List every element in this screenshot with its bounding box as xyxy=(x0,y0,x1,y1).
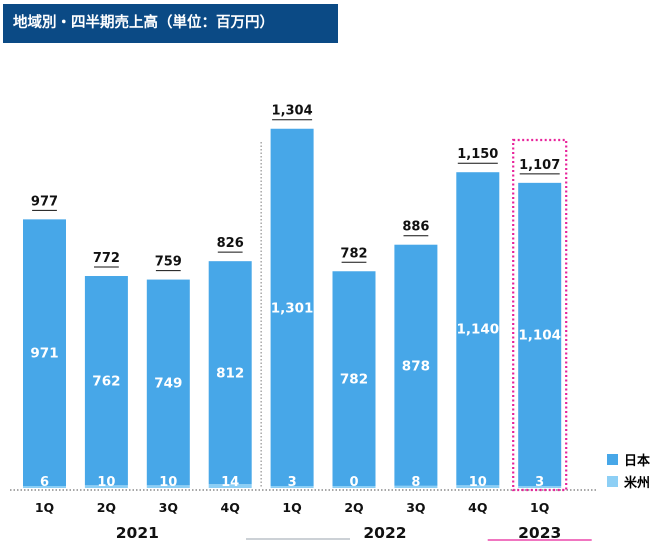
label-us-6: 0 xyxy=(349,475,358,490)
label-japan-5: 1,301 xyxy=(271,300,314,316)
legend-item-us: 米州 xyxy=(607,470,650,492)
bar-us-4 xyxy=(208,484,252,488)
label-japan-2: 762 xyxy=(92,374,120,390)
tick-label-9: 1Q xyxy=(530,500,549,515)
label-us-9: 3 xyxy=(535,475,544,490)
bar-japan-8 xyxy=(456,172,500,486)
bar-japan-3 xyxy=(146,279,190,486)
year-label-2022: 2022 xyxy=(363,524,406,541)
label-total-7: 886 xyxy=(402,220,429,235)
legend-swatch-japan xyxy=(607,453,618,465)
legend-label-us: 米州 xyxy=(624,475,651,491)
label-total-8: 1,150 xyxy=(457,147,498,162)
bar-japan-7 xyxy=(394,244,438,486)
bar-japan-9 xyxy=(518,182,562,486)
label-us-1: 6 xyxy=(40,475,49,490)
tick-label-3: 3Q xyxy=(159,500,178,515)
label-japan-8: 1,140 xyxy=(456,322,499,338)
label-total-3: 759 xyxy=(155,255,182,270)
label-japan-7: 878 xyxy=(402,358,430,374)
bar-japan-1 xyxy=(23,219,66,486)
legend: 日本 米州 xyxy=(607,448,650,492)
label-total-1: 977 xyxy=(31,194,58,209)
label-us-7: 8 xyxy=(411,475,420,490)
tick-label-1: 1Q xyxy=(35,500,54,515)
bar-us-6 xyxy=(332,486,376,488)
bar-us-3 xyxy=(146,485,190,488)
label-us-2: 10 xyxy=(97,475,115,490)
bar-us-9 xyxy=(518,486,562,488)
bar-us-1 xyxy=(23,486,66,488)
label-japan-6: 782 xyxy=(340,372,368,388)
bar-japan-4 xyxy=(208,261,252,485)
bar-us-5 xyxy=(270,486,314,488)
label-japan-1: 971 xyxy=(30,346,58,362)
chart-title: 地域別・四半期売上高（単位：百万円） xyxy=(3,4,338,43)
tick-label-8: 4Q xyxy=(468,500,487,515)
bar-us-7 xyxy=(394,485,438,488)
label-us-4: 14 xyxy=(221,475,239,490)
bar-japan-2 xyxy=(84,276,128,486)
label-us-5: 3 xyxy=(288,475,297,490)
label-japan-9: 1,104 xyxy=(518,327,561,343)
tick-label-7: 3Q xyxy=(406,500,425,515)
label-total-9: 1,107 xyxy=(519,158,560,173)
label-japan-4: 812 xyxy=(216,366,244,382)
tick-label-4: 4Q xyxy=(221,500,240,515)
label-total-4: 826 xyxy=(217,236,244,251)
legend-swatch-us xyxy=(607,475,618,487)
label-total-6: 782 xyxy=(340,246,367,261)
bar-us-2 xyxy=(84,485,128,488)
legend-item-japan: 日本 xyxy=(607,448,650,470)
tick-label-2: 2Q xyxy=(97,500,116,515)
bar-japan-5 xyxy=(270,128,314,486)
bar-japan-6 xyxy=(332,271,376,486)
year-label-2021: 2021 xyxy=(116,524,159,541)
label-us-8: 10 xyxy=(469,475,487,490)
label-us-3: 10 xyxy=(159,475,177,490)
tick-label-6: 2Q xyxy=(344,500,363,515)
bar-us-8 xyxy=(456,485,500,488)
label-total-2: 772 xyxy=(93,251,120,266)
label-total-5: 1,304 xyxy=(272,104,313,119)
legend-label-japan: 日本 xyxy=(624,453,651,469)
year-label-2023: 2023 xyxy=(518,524,561,541)
tick-label-5: 1Q xyxy=(282,500,301,515)
highlight-box xyxy=(512,138,568,492)
label-japan-3: 749 xyxy=(154,375,182,391)
